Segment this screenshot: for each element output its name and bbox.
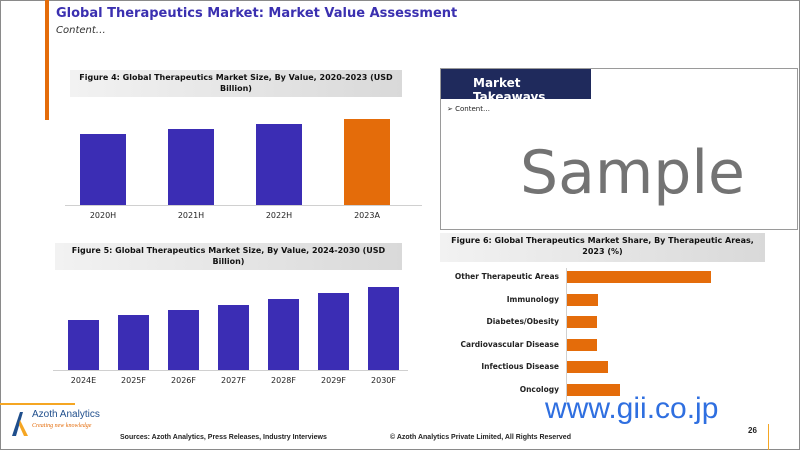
logo-name: Azoth Analytics xyxy=(32,409,100,420)
category-label: Immunology xyxy=(506,294,559,304)
bar-2027F xyxy=(218,305,249,370)
x-tick-label: 2025F xyxy=(121,376,146,385)
copyright-text: © Azoth Analytics Private Limited, All R… xyxy=(390,434,571,441)
figure6-title: Figure 6: Global Therapeutics Market Sha… xyxy=(440,233,765,262)
bar-2025F xyxy=(118,315,149,370)
bar-2030F xyxy=(368,287,399,370)
category-label: Diabetes/Obesity xyxy=(486,317,559,326)
category-label: Oncology xyxy=(519,384,559,394)
accent-bar xyxy=(45,0,49,120)
bar-2021H xyxy=(168,129,214,205)
sample-watermark: Sample xyxy=(520,138,745,208)
x-axis xyxy=(53,370,408,371)
bar-2022H xyxy=(256,124,302,205)
page-title: Global Therapeutics Market: Market Value… xyxy=(56,6,458,21)
bullet-icon: ➢ xyxy=(447,105,453,113)
logo-icon xyxy=(12,412,28,436)
x-tick-label: 2028F xyxy=(271,376,296,385)
takeaways-item: ➢ Content… xyxy=(441,99,797,119)
x-tick-label: 2023A xyxy=(354,211,380,220)
x-tick-label: 2026F xyxy=(171,376,196,385)
x-tick-label: 2020H xyxy=(89,211,117,220)
x-axis xyxy=(65,205,422,206)
takeaways-panel: Market Takeaways ➢ Content… xyxy=(440,68,798,230)
figure5-title: Figure 5: Global Therapeutics Market Siz… xyxy=(55,243,402,270)
bar-2024E xyxy=(68,320,99,370)
bar-2020H xyxy=(80,134,126,205)
y-axis xyxy=(566,268,567,403)
bar-Other Therapeutic Areas xyxy=(567,271,711,283)
page-divider xyxy=(768,424,769,450)
x-tick-label: 2027F xyxy=(221,376,246,385)
company-logo: Azoth Analytics Creating new knowledge xyxy=(10,409,100,442)
bar-Cardiovascular Disease xyxy=(567,338,597,351)
takeaways-title: Market Takeaways xyxy=(441,69,591,104)
figure4-title: Figure 4: Global Therapeutics Market Siz… xyxy=(70,70,402,97)
footer-line xyxy=(0,403,75,405)
bar-2029F xyxy=(318,293,349,370)
category-label: Infectious Disease xyxy=(481,362,559,371)
logo-tagline: Creating new knowledge xyxy=(32,423,92,429)
site-watermark: www.gii.co.jp xyxy=(545,392,719,425)
page-number: 26 xyxy=(748,426,757,435)
bar-2028F xyxy=(268,299,299,370)
x-tick-label: 2029F xyxy=(321,376,346,385)
x-tick-label: 2030F xyxy=(371,376,396,385)
x-tick-label: 2024E xyxy=(70,376,97,385)
bar-Diabetes/Obesity xyxy=(567,316,597,328)
x-tick-label: 2022H xyxy=(265,211,293,220)
category-label: Cardiovascular Disease xyxy=(460,339,559,349)
bar-Infectious Disease xyxy=(567,361,608,373)
category-label: Other Therapeutic Areas xyxy=(454,272,559,281)
bar-2026F xyxy=(168,310,199,370)
bar-Immunology xyxy=(567,293,598,306)
page-subtitle: Content… xyxy=(56,25,106,36)
x-tick-label: 2021H xyxy=(177,211,205,220)
takeaways-text: Content… xyxy=(455,105,490,113)
sources-text: Sources: Azoth Analytics, Press Releases… xyxy=(120,434,327,441)
bar-Oncology xyxy=(567,383,620,396)
bar-2023A xyxy=(344,119,390,205)
